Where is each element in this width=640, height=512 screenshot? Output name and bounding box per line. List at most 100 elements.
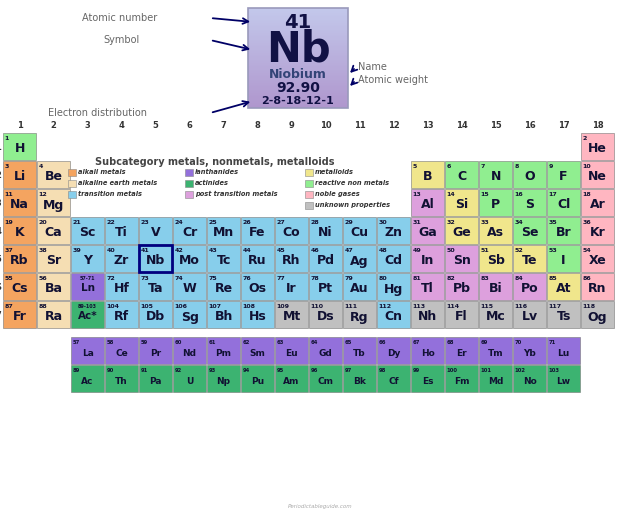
Bar	[248, 36, 348, 38]
Bar	[248, 18, 348, 20]
Text: 86: 86	[582, 275, 591, 281]
Text: 69: 69	[481, 339, 488, 345]
Bar	[37, 301, 70, 328]
Bar	[309, 273, 342, 300]
Bar	[248, 83, 348, 85]
Text: 97: 97	[344, 368, 352, 373]
Text: Xe: Xe	[589, 254, 607, 267]
Text: 6: 6	[187, 120, 193, 130]
Text: Db: Db	[146, 310, 165, 324]
Bar	[513, 365, 546, 392]
Bar	[207, 337, 240, 364]
Text: Rh: Rh	[282, 254, 301, 267]
Text: 2: 2	[582, 136, 587, 140]
Bar	[248, 91, 348, 94]
Bar	[411, 273, 444, 300]
Text: Atomic number: Atomic number	[82, 13, 157, 23]
Text: 2: 2	[51, 120, 56, 130]
Text: 60: 60	[175, 339, 182, 345]
Text: 48: 48	[378, 247, 387, 252]
Bar	[3, 245, 36, 272]
Bar	[248, 15, 348, 17]
Text: unknown properties: unknown properties	[315, 202, 390, 208]
Text: Re: Re	[214, 283, 233, 295]
Bar	[3, 217, 36, 244]
Text: Fe: Fe	[250, 226, 266, 240]
Text: lanthanides: lanthanides	[195, 169, 239, 175]
Text: Fl: Fl	[455, 310, 468, 324]
Bar	[248, 10, 348, 12]
Bar	[445, 301, 478, 328]
Text: Ni: Ni	[318, 226, 333, 240]
Text: Rf: Rf	[114, 310, 129, 324]
Text: 10: 10	[320, 120, 332, 130]
Bar	[173, 245, 206, 272]
Bar	[248, 25, 348, 27]
Bar	[248, 19, 348, 22]
Bar	[71, 337, 104, 364]
Text: 96: 96	[310, 368, 318, 373]
Bar	[309, 245, 342, 272]
Text: Bh: Bh	[214, 310, 233, 324]
Text: Hs: Hs	[249, 310, 266, 324]
Bar	[377, 217, 410, 244]
Bar	[248, 26, 348, 29]
Bar	[248, 76, 348, 78]
Text: 49: 49	[413, 247, 421, 252]
Text: 2: 2	[0, 170, 1, 180]
Text: 63: 63	[276, 339, 284, 345]
Text: 16: 16	[524, 120, 536, 130]
Text: 2-8-18-12-1: 2-8-18-12-1	[262, 96, 334, 106]
Text: 83: 83	[481, 275, 489, 281]
Bar	[248, 75, 348, 77]
Bar	[479, 245, 512, 272]
Bar	[37, 245, 70, 272]
Text: 50: 50	[447, 247, 455, 252]
Text: Mo: Mo	[179, 254, 200, 267]
Bar	[309, 217, 342, 244]
Bar	[581, 133, 614, 160]
Text: Name: Name	[358, 62, 387, 72]
Text: Ta: Ta	[148, 283, 163, 295]
Text: 91: 91	[141, 368, 148, 373]
Text: 25: 25	[209, 220, 217, 224]
Bar	[248, 35, 348, 37]
Bar	[248, 16, 348, 18]
Text: 70: 70	[515, 339, 522, 345]
Text: 36: 36	[582, 220, 591, 224]
Text: 100: 100	[447, 368, 458, 373]
Text: 104: 104	[106, 304, 120, 309]
Text: Sc: Sc	[79, 226, 96, 240]
Text: Se: Se	[521, 226, 538, 240]
Text: Bk: Bk	[353, 376, 366, 386]
Text: Pt: Pt	[318, 283, 333, 295]
Bar	[139, 337, 172, 364]
Bar	[241, 365, 274, 392]
Bar	[248, 84, 348, 87]
Text: 27: 27	[276, 220, 285, 224]
Text: alkali metals: alkali metals	[78, 169, 125, 175]
Bar	[248, 90, 348, 92]
Text: 109: 109	[276, 304, 289, 309]
Text: 18: 18	[582, 191, 591, 197]
Text: 110: 110	[310, 304, 323, 309]
Bar	[248, 67, 348, 69]
Text: 30: 30	[378, 220, 387, 224]
Bar	[248, 98, 348, 100]
Bar	[343, 273, 376, 300]
Bar	[173, 301, 206, 328]
Text: 59: 59	[141, 339, 148, 345]
Text: 105: 105	[141, 304, 154, 309]
Bar	[207, 365, 240, 392]
Text: 89: 89	[72, 368, 80, 373]
Text: 45: 45	[276, 247, 285, 252]
Text: Atomic weight: Atomic weight	[358, 75, 428, 85]
Bar	[248, 53, 348, 55]
Bar	[248, 43, 348, 45]
Bar	[248, 93, 348, 95]
Text: 74: 74	[175, 275, 183, 281]
Text: Ce: Ce	[115, 349, 128, 357]
Text: 115: 115	[481, 304, 493, 309]
Bar	[248, 8, 348, 10]
Bar	[547, 161, 580, 188]
